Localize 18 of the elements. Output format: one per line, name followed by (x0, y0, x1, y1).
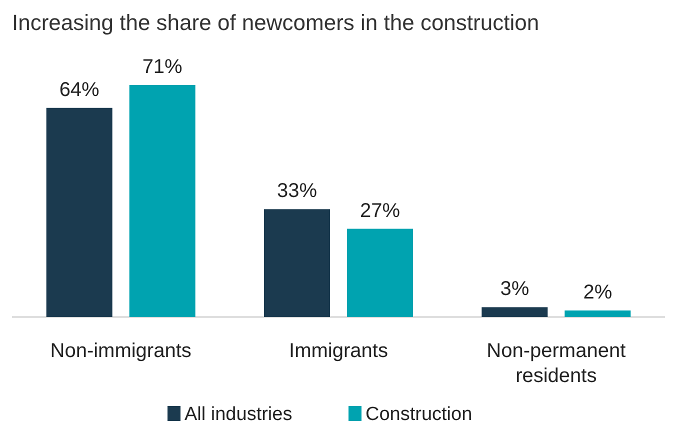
legend-label: All industries (184, 404, 292, 425)
x-tick-label: Non-immigrants (50, 340, 192, 362)
bar (564, 310, 631, 317)
bar (46, 108, 112, 317)
bar (482, 307, 548, 317)
data-label: 27% (360, 200, 400, 222)
legend-label: Construction (366, 404, 472, 425)
data-label: 64% (59, 78, 100, 101)
bar (129, 85, 196, 317)
x-tick-label: Immigrants (289, 340, 388, 362)
bar (347, 228, 413, 317)
data-label: 33% (276, 180, 318, 202)
data-label: 2% (583, 281, 612, 304)
bar (264, 209, 330, 317)
x-tick-label: Non-permanent residents (486, 340, 626, 387)
data-label: 3% (500, 278, 530, 300)
data-label: 71% (142, 56, 183, 78)
chart-title: Increasing the share of newcomers in the construction (12, 10, 540, 35)
